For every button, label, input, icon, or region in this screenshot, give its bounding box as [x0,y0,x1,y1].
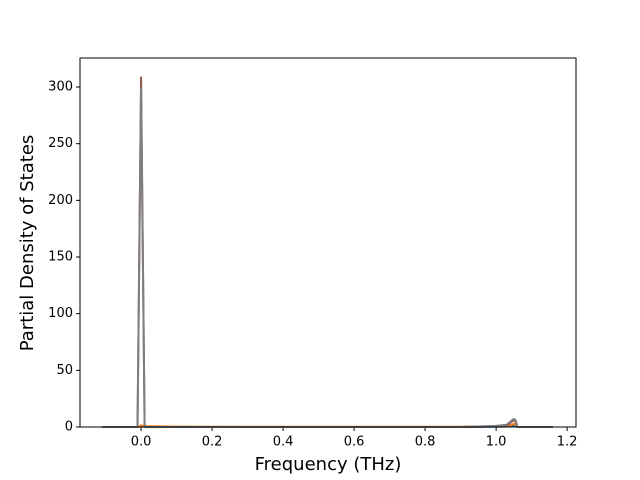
x-axis-title: Frequency (THz) [255,454,402,475]
x-tick-label: 0.8 [415,435,436,450]
x-tick-label: 0.2 [202,435,223,450]
y-tick-label: 50 [56,363,73,378]
x-tick-label: 1.0 [486,435,507,450]
x-tick-label: 0.0 [131,435,152,450]
x-tick-label: 0.6 [344,435,365,450]
y-tick-label: 200 [48,193,73,208]
plot-frame [79,57,577,428]
y-tick-label: 0 [65,420,73,435]
y-tick-label: 150 [48,250,73,265]
series-line [102,86,553,428]
x-tick-label: 0.4 [273,435,294,450]
y-tick-label: 300 [48,80,73,95]
series-line [102,76,553,428]
y-tick-label: 250 [48,136,73,151]
y-axis-title: Partial Density of States [17,135,38,352]
x-tick-label: 1.2 [557,435,578,450]
y-tick-label: 100 [48,306,73,321]
